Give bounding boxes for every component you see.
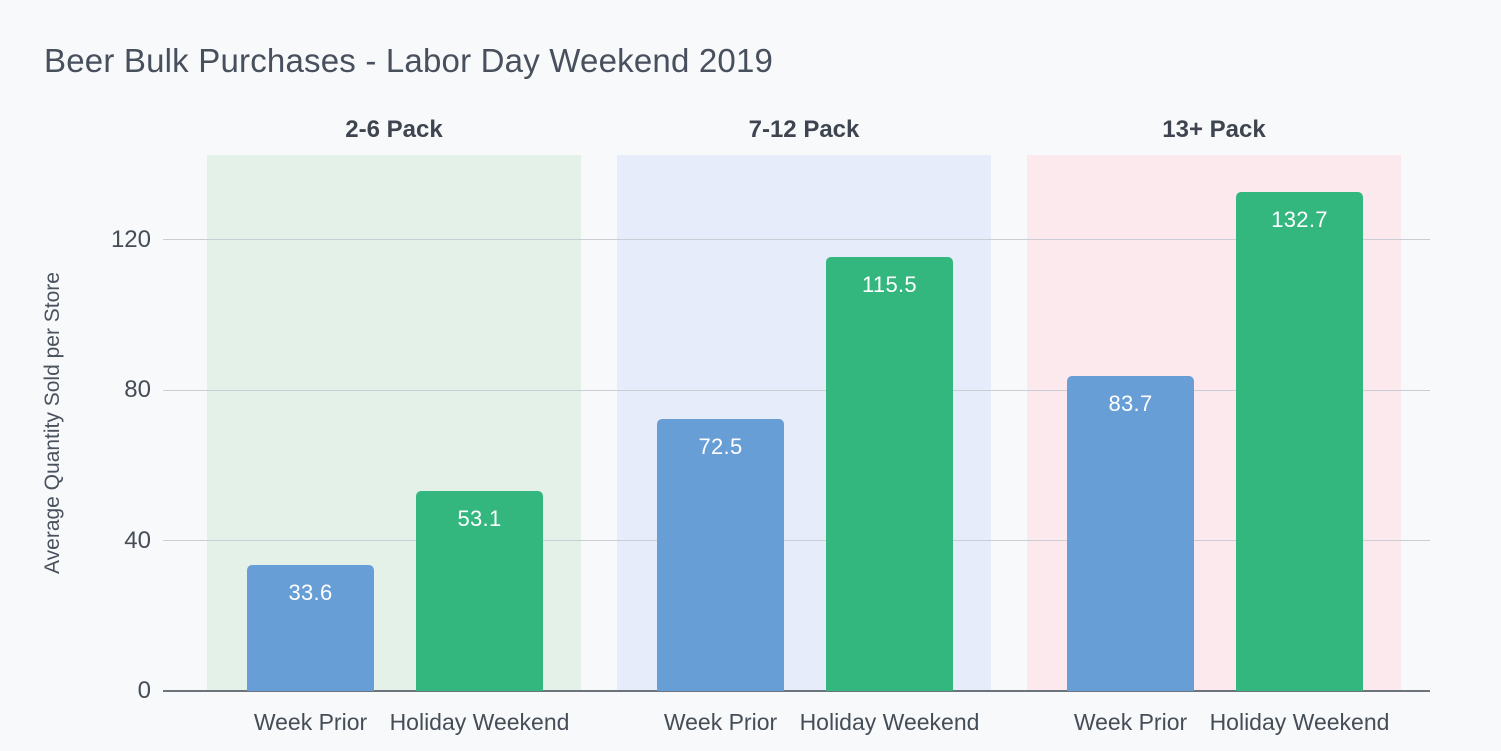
x-tick-label: Week Prior <box>1073 709 1188 735</box>
gridline <box>163 239 1430 241</box>
group-title: 2-6 Pack <box>345 116 443 143</box>
y-tick-label: 40 <box>124 526 151 554</box>
bar-week-prior: 83.7 <box>1067 376 1194 691</box>
bar-value-label: 33.6 <box>288 579 333 605</box>
bar-value-label: 83.7 <box>1108 391 1153 417</box>
x-tick-label: Holiday Weekend <box>389 709 570 735</box>
bar-holiday-weekend: 132.7 <box>1236 192 1363 691</box>
x-axis-line <box>163 690 1430 692</box>
bar-week-prior: 33.6 <box>247 564 374 691</box>
x-tick-label: Holiday Weekend <box>799 709 980 735</box>
bar-holiday-weekend: 115.5 <box>826 256 953 691</box>
chart-title: Beer Bulk Purchases - Labor Day Weekend … <box>44 42 774 79</box>
x-tick-label: Week Prior <box>663 709 778 735</box>
gridline <box>163 389 1430 391</box>
y-tick-label: 120 <box>110 225 151 253</box>
y-tick-label: 0 <box>137 677 151 704</box>
bar-value-label: 115.5 <box>862 271 917 297</box>
bar-holiday-weekend: 53.1 <box>416 491 543 691</box>
bar-value-label: 72.5 <box>698 433 743 459</box>
bar-week-prior: 72.5 <box>657 418 784 691</box>
x-tick-label: Week Prior <box>253 709 368 735</box>
group-title: 13+ Pack <box>1162 116 1266 143</box>
y-tick-label: 80 <box>124 376 151 404</box>
bar-value-label: 132.7 <box>1271 207 1328 233</box>
gridline <box>163 540 1430 542</box>
bar-value-label: 53.1 <box>457 506 502 532</box>
plot-area: 33.6 53.1 72.5 115.5 83.7 132.7 <box>163 155 1430 692</box>
group-title: 7-12 Pack <box>748 116 860 143</box>
x-tick-label: Holiday Weekend <box>1209 709 1390 735</box>
